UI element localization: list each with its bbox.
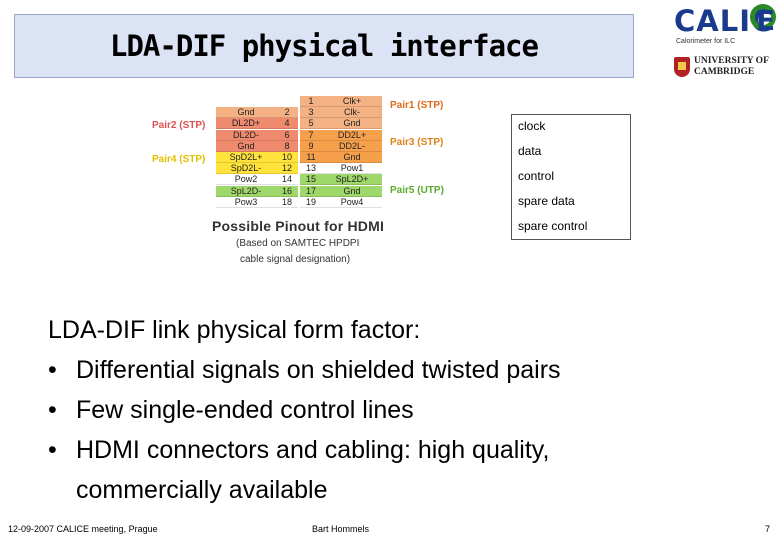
pin-left-name: SpL2D- [216, 185, 276, 197]
pin-left-number: 2 [276, 107, 298, 119]
calice-logo-subtitle: Calorimeter for ILC [676, 38, 736, 45]
signal-legend: clock data control spare data spare cont… [511, 114, 631, 240]
pair4-label: Pair4 (STP) [152, 154, 206, 165]
pin-right-name: Pow1 [322, 163, 382, 175]
calice-ring-letter: E [756, 4, 776, 37]
bullet-dot: • [48, 356, 57, 384]
pinout-row: SpD2L- 12 13 Pow1 [216, 163, 388, 175]
hdmi-pinout-figure: 1 Clk+ Gnd 2 3 Clk- DL2D+ 4 5 Gnd DL2D- 6 7 DD2L+ Gnd 8… [148, 92, 448, 270]
bullet-list: LDA-DIF link physical form factor: • Dif… [48, 310, 748, 510]
pinout-row: Pow2 14 15 SpL2D+ [216, 174, 388, 186]
pin-right-name: Pow4 [322, 196, 382, 208]
cambridge-line2: CAMBRIDGE [694, 66, 755, 77]
bullet-dot: • [48, 436, 57, 464]
pinout-subtitle-1: (Based on SAMTEC HPDPI [236, 238, 360, 249]
bullet-text: Few single-ended control lines [76, 396, 414, 424]
pin-right-name: DD2L+ [322, 129, 382, 141]
pin-right-number: 7 [300, 129, 322, 141]
pin-left-name: DL2D- [216, 129, 276, 141]
bullet-continuation: commercially available [76, 476, 328, 504]
calice-ring-icon [750, 4, 776, 30]
legend-clock: clock [518, 119, 546, 133]
pin-left-number: 4 [276, 118, 298, 130]
footer-page-number: 7 [765, 524, 771, 534]
bullet-item: • HDMI connectors and cabling: high qual… [48, 430, 748, 470]
pair1-label: Pair1 (STP) [390, 100, 444, 111]
slide-title: LDA-DIF physical interface [110, 29, 539, 63]
pin-right-name: Gnd [322, 152, 382, 163]
cambridge-line1: UNIVERSITY OF [694, 56, 769, 66]
pinout-row: 1 Clk+ [216, 96, 388, 107]
pinout-subtitle-2: cable signal designation) [240, 254, 351, 265]
pin-right-number: 17 [300, 185, 322, 197]
pinout-row: DL2D- 6 7 DD2L+ [216, 129, 388, 141]
pair3-label: Pair3 (STP) [390, 137, 444, 148]
legend-control: control [518, 169, 555, 183]
pin-right-name: Gnd [322, 185, 382, 197]
footer-event: 12-09-2007 CALICE meeting, Prague [8, 524, 158, 534]
calice-logo: CALIC E Calorimeter for ILC [674, 4, 780, 48]
pinout-row: SpD2L+ 10 11 Gnd [216, 152, 388, 163]
pin-left-name: Gnd [216, 140, 276, 152]
cambridge-crest-icon [674, 57, 690, 77]
bullet-text: HDMI connectors and cabling: high qualit… [76, 436, 550, 464]
bullet-item: • Differential signals on shielded twist… [48, 350, 748, 390]
pin-right-number: 13 [300, 163, 322, 175]
pin-right-number: 9 [300, 140, 322, 152]
pin-right-name: Clk+ [322, 96, 382, 107]
pin-right-number: 1 [300, 96, 322, 107]
pinout-row: Gnd 2 3 Clk- [216, 107, 388, 119]
pin-right-number: 3 [300, 107, 322, 119]
bullet-heading: LDA-DIF link physical form factor: [48, 316, 421, 344]
pin-left-name: DL2D+ [216, 118, 276, 130]
pair2-label: Pair2 (STP) [152, 120, 206, 131]
pin-right-name: Gnd [322, 118, 382, 130]
bullet-text: Differential signals on shielded twisted… [76, 356, 561, 384]
pin-left-number: 6 [276, 129, 298, 141]
legend-spare-data: spare data [518, 194, 575, 208]
bullet-dot: • [48, 396, 57, 424]
pin-left-number: 12 [276, 163, 298, 175]
pin-left-number: 14 [276, 174, 298, 186]
cambridge-logo-text: UNIVERSITY OF CAMBRIDGE [694, 56, 769, 77]
cambridge-logo: UNIVERSITY OF CAMBRIDGE [674, 56, 778, 80]
pin-left-name: SpD2L- [216, 163, 276, 175]
pin-right-number: 5 [300, 118, 322, 130]
pin-left-name: Pow3 [216, 196, 276, 208]
pin-right-name: DD2L- [322, 140, 382, 152]
pin-right-number: 11 [300, 152, 322, 163]
pin-right-name: SpL2D+ [322, 174, 382, 186]
pin-left-name: Gnd [216, 107, 276, 119]
bullet-item: • Few single-ended control lines [48, 390, 748, 430]
title-banner: LDA-DIF physical interface [14, 14, 634, 78]
pin-left-name: Pow2 [216, 174, 276, 186]
pin-right-name: Clk- [322, 107, 382, 119]
pin-left-number: 16 [276, 185, 298, 197]
pinout-title: Possible Pinout for HDMI [212, 218, 385, 234]
pinout-row: Pow3 18 19 Pow4 [216, 196, 388, 208]
pin-left-number: 18 [276, 196, 298, 208]
pin-left-name: SpD2L+ [216, 152, 276, 163]
pin-right-number: 19 [300, 196, 322, 208]
footer-author: Bart Hommels [312, 524, 370, 534]
pinout-row: Gnd 8 9 DD2L- [216, 140, 388, 152]
pin-left-number: 8 [276, 140, 298, 152]
pin-left-number [276, 96, 298, 107]
pinout-row: SpL2D- 16 17 Gnd [216, 185, 388, 197]
pin-right-number: 15 [300, 174, 322, 186]
pin-left-name [216, 96, 276, 107]
pair5-label: Pair5 (UTP) [390, 185, 444, 196]
pin-left-number: 10 [276, 152, 298, 163]
pinout-row: DL2D+ 4 5 Gnd [216, 118, 388, 130]
legend-spare-control: spare control [518, 219, 588, 233]
legend-data: data [518, 144, 542, 158]
